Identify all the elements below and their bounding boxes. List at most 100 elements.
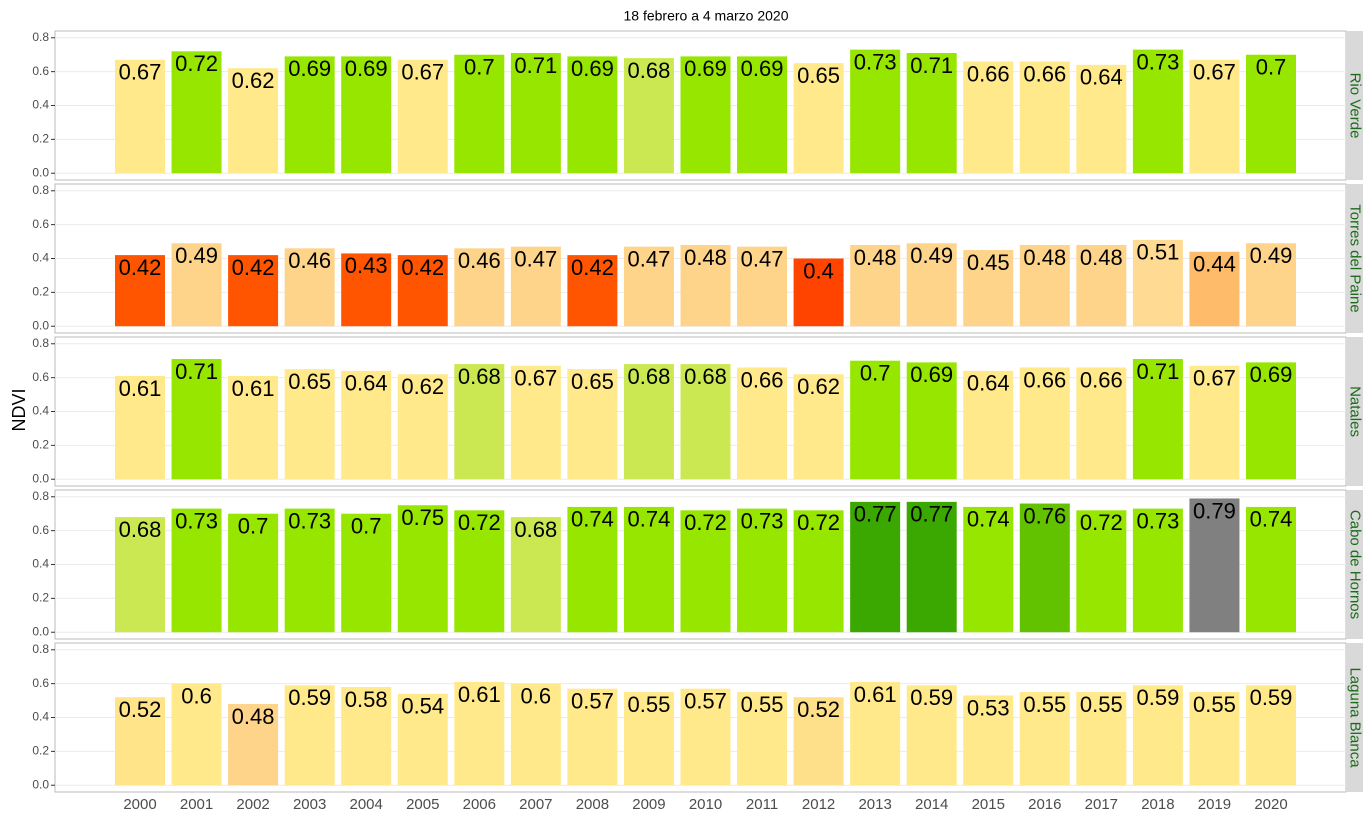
value-label: 0.77 <box>854 502 897 527</box>
value-label: 0.46 <box>458 248 501 273</box>
x-tick-label: 2005 <box>406 796 439 813</box>
x-tick-label: 2012 <box>802 796 835 813</box>
value-label: 0.74 <box>628 507 671 532</box>
value-label: 0.62 <box>401 374 444 399</box>
value-label: 0.71 <box>910 53 953 78</box>
bar <box>397 374 448 480</box>
value-label: 0.52 <box>119 697 162 722</box>
bar <box>623 58 674 174</box>
strip <box>1346 337 1363 486</box>
y-tick-label: 0.6 <box>32 64 49 78</box>
x-tick-label: 2016 <box>1028 796 1061 813</box>
bar <box>850 244 901 327</box>
value-label: 0.59 <box>910 685 953 710</box>
bar <box>228 375 279 480</box>
y-tick-label: 0.0 <box>32 165 49 179</box>
y-tick-label: 0.4 <box>32 557 49 571</box>
x-tick-label: 2007 <box>519 796 552 813</box>
value-label: 0.57 <box>571 689 614 714</box>
bar <box>397 505 448 633</box>
value-label: 0.49 <box>175 243 218 268</box>
value-label: 0.55 <box>1193 692 1236 717</box>
value-label: 0.74 <box>967 507 1010 532</box>
bar <box>1076 367 1127 480</box>
bar <box>228 703 279 786</box>
bar <box>115 59 165 174</box>
value-label: 0.75 <box>401 505 444 530</box>
value-label: 0.64 <box>345 371 388 396</box>
y-tick-label: 0.6 <box>32 217 49 231</box>
bar <box>171 683 222 786</box>
value-label: 0.72 <box>1080 510 1123 535</box>
value-label: 0.7 <box>860 361 891 386</box>
value-label: 0.6 <box>521 683 552 708</box>
value-label: 0.62 <box>232 68 275 93</box>
bar <box>284 56 335 174</box>
bar <box>1019 61 1070 174</box>
value-label: 0.74 <box>571 507 614 532</box>
bar <box>454 681 505 786</box>
x-tick-label: 2020 <box>1254 796 1287 813</box>
bar <box>115 375 165 480</box>
value-label: 0.61 <box>458 682 501 707</box>
y-tick-label: 0.4 <box>32 98 49 112</box>
bar <box>1189 365 1240 480</box>
value-label: 0.69 <box>571 56 614 81</box>
value-label: 0.55 <box>628 692 671 717</box>
value-label: 0.66 <box>1023 61 1066 86</box>
value-label: 0.69 <box>288 56 331 81</box>
bar <box>1019 244 1070 327</box>
value-label: 0.68 <box>119 517 162 542</box>
value-label: 0.46 <box>288 248 331 273</box>
value-label: 0.7 <box>351 514 382 539</box>
value-label: 0.66 <box>1023 367 1066 392</box>
value-label: 0.62 <box>797 374 840 399</box>
bar <box>397 59 448 174</box>
value-label: 0.68 <box>628 58 671 83</box>
bar <box>1132 239 1183 327</box>
bar <box>963 370 1014 480</box>
x-tick-label: 2004 <box>350 796 383 813</box>
bar <box>793 697 844 786</box>
bar <box>1246 506 1296 633</box>
bar <box>171 243 222 327</box>
bar <box>737 246 788 327</box>
value-label: 0.47 <box>741 246 784 271</box>
value-label: 0.69 <box>910 362 953 387</box>
bar <box>1132 49 1183 174</box>
bar <box>850 501 901 633</box>
x-tick-label: 2009 <box>632 796 665 813</box>
value-label: 0.7 <box>464 55 495 80</box>
value-label: 0.44 <box>1193 252 1236 277</box>
bar <box>171 508 222 633</box>
value-label: 0.52 <box>797 697 840 722</box>
bar <box>454 54 505 174</box>
value-label: 0.68 <box>684 364 727 389</box>
bar <box>454 510 505 633</box>
y-tick-label: 0.0 <box>32 777 49 791</box>
value-label: 0.73 <box>854 49 897 74</box>
bar <box>1076 692 1127 786</box>
value-label: 0.47 <box>628 246 671 271</box>
value-label: 0.73 <box>741 508 784 533</box>
bar <box>228 68 279 174</box>
bar <box>1189 692 1240 786</box>
bar <box>1019 692 1070 786</box>
bar <box>680 688 731 786</box>
bar <box>284 685 335 786</box>
bar <box>454 364 505 480</box>
strip <box>1346 31 1363 180</box>
bar <box>1189 251 1240 327</box>
value-label: 0.67 <box>119 60 162 85</box>
bar <box>963 250 1014 327</box>
bar <box>284 508 335 633</box>
value-label: 0.72 <box>175 51 218 76</box>
value-label: 0.65 <box>571 369 614 394</box>
bar <box>567 255 618 327</box>
bar <box>341 687 392 786</box>
bar <box>1076 244 1127 327</box>
bar <box>850 681 901 786</box>
value-label: 0.48 <box>1023 245 1066 270</box>
x-tick-label: 2018 <box>1141 796 1174 813</box>
value-label: 0.68 <box>458 364 501 389</box>
